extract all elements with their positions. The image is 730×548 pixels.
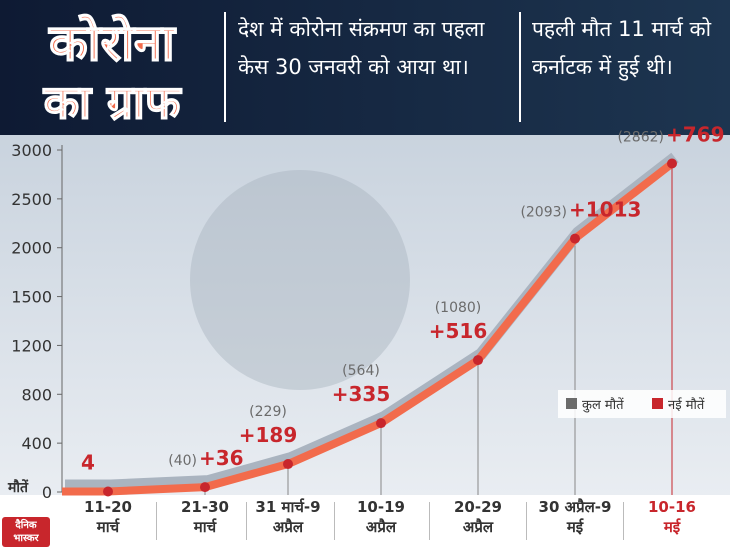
data-label: +769	[666, 122, 725, 146]
y-tick-label: 3000	[11, 141, 52, 160]
point	[376, 418, 386, 429]
y-tick-label: 800	[21, 385, 52, 404]
data-label: (40)	[168, 453, 197, 469]
data-label: (1080)	[435, 300, 482, 316]
y-tick-label: 1200	[11, 336, 52, 355]
point	[667, 158, 677, 169]
x-axis-band	[0, 495, 730, 548]
x-tick-label: 10-19 अप्रैल	[357, 498, 405, 536]
y-axis-label: मौतें	[7, 479, 29, 496]
data-label: (564)	[342, 363, 380, 379]
logo: दैनिक भास्कर	[2, 517, 50, 547]
note: देश में कोरोना संक्रमण का पहला केस 30 जन…	[238, 17, 485, 79]
y-tick-label: 2000	[11, 239, 52, 258]
x-tick-label: 30 अप्रैल-9 मई	[538, 498, 612, 536]
point	[200, 482, 210, 493]
title: का ग्राफ	[43, 75, 182, 129]
y-tick-label: 2500	[11, 190, 52, 209]
data-label: (2093)	[520, 205, 567, 221]
plot-background	[0, 135, 730, 495]
y-tick-label: 1500	[11, 288, 52, 307]
virus-decoration	[190, 170, 410, 390]
data-label: +189	[239, 423, 298, 447]
legend-label: कुल मौतें	[582, 397, 624, 413]
series-line	[62, 160, 675, 496]
data-label: (2862)	[617, 129, 664, 145]
x-tick-label: 31 मार्च-9 अप्रैल	[255, 498, 321, 536]
x-tick-label: 21-30 मार्च	[181, 498, 229, 536]
note: पहली मौत 11 मार्च को कर्नाटक में हुई थी।	[532, 17, 712, 79]
data-label: (229)	[249, 404, 287, 420]
point	[473, 355, 483, 366]
point	[283, 459, 293, 470]
header-background	[0, 0, 730, 135]
data-label: +516	[429, 319, 488, 343]
legend-swatch	[652, 398, 663, 409]
data-label: +36	[199, 446, 244, 470]
x-tick-label: 10-16 मई	[648, 498, 696, 536]
point	[103, 486, 113, 497]
title: कोरोना	[48, 14, 176, 72]
data-label: +1013	[569, 198, 641, 222]
x-tick-label: 11-20 मार्च	[84, 498, 132, 536]
x-tick-label: 20-29 अप्रैल	[454, 498, 502, 536]
legend-box	[558, 390, 726, 418]
legend-swatch	[566, 398, 577, 409]
legend-label: नई मौतें	[668, 397, 705, 413]
point	[570, 233, 580, 244]
data-label: 4	[81, 451, 95, 475]
data-label: +335	[332, 382, 391, 406]
y-tick-label: 0	[42, 483, 52, 502]
y-tick-label: 400	[21, 434, 52, 453]
